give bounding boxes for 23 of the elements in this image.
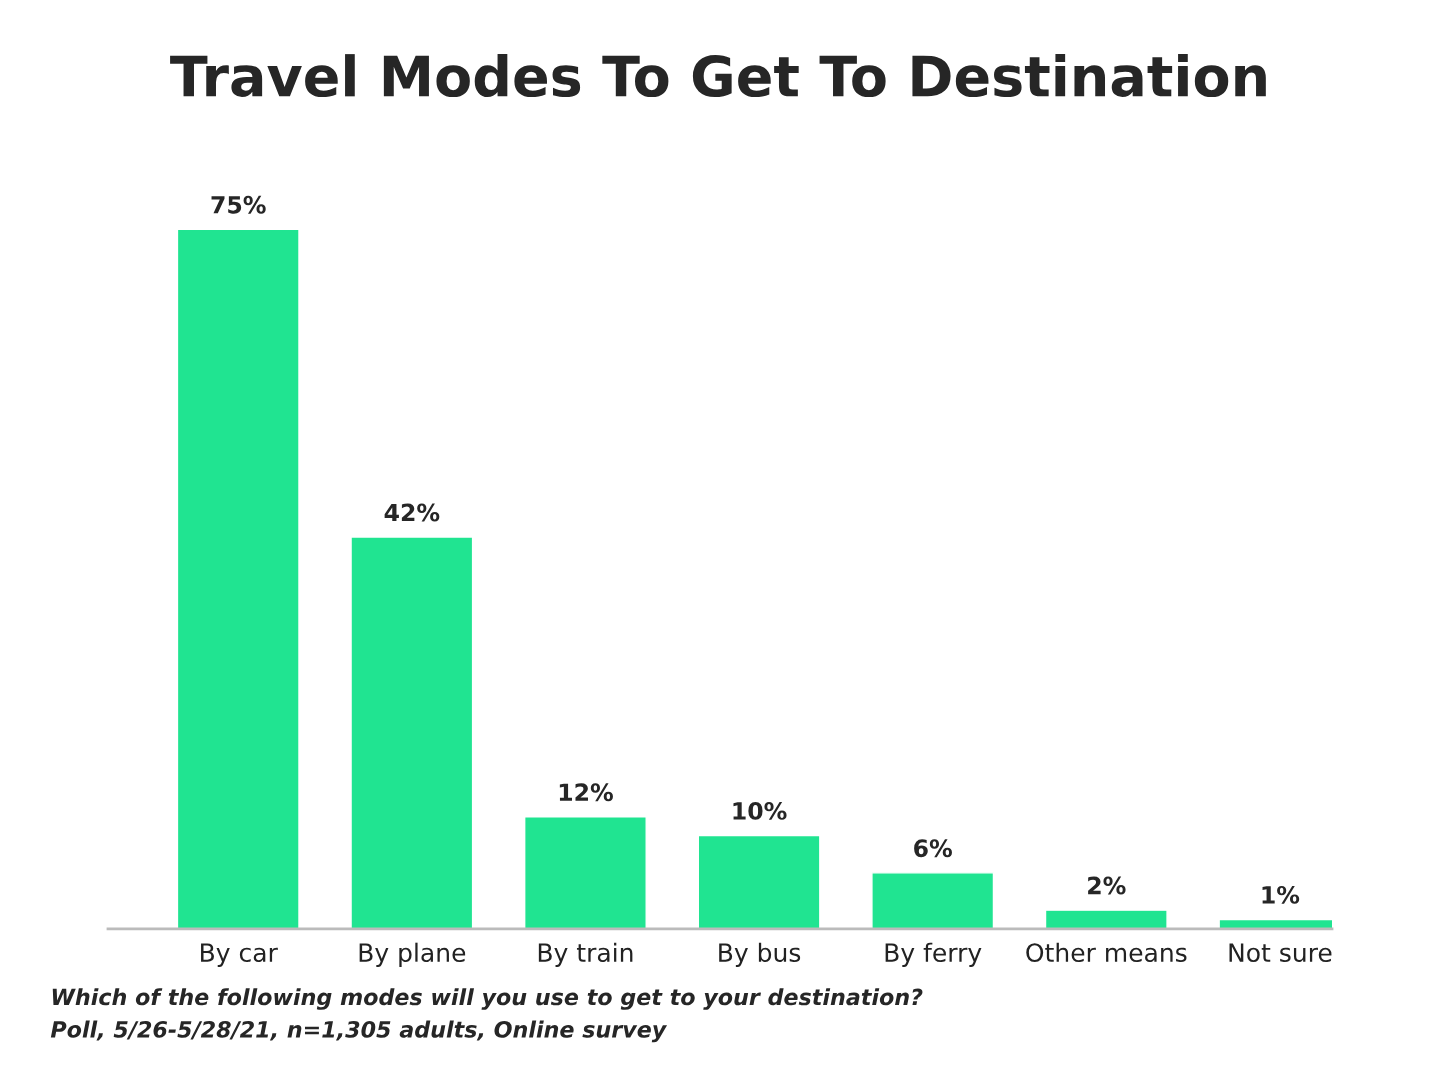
x-tick-label: By ferry	[885, 942, 982, 967]
text: Poll, 5/26-5/28/21, n=1,305 adults, Online survey	[50, 1020, 668, 1043]
x-tick-label: Not sure	[1229, 943, 1332, 963]
x-tick-label: By bus	[719, 942, 801, 967]
data-label: 6%	[914, 839, 952, 858]
x-tick-label: By car	[201, 943, 278, 967]
data-label: 75%	[211, 195, 266, 214]
bar	[697, 834, 821, 929]
chart-title: Travel Modes To Get To Destination	[170, 54, 1266, 98]
bar	[1044, 909, 1168, 929]
data-label: 1%	[1262, 885, 1300, 904]
data-label: 10%	[733, 802, 787, 820]
x-tick-label: By plane	[359, 942, 466, 967]
bar	[871, 872, 995, 929]
text: Which of the following modes will you use to get to your destination?	[52, 988, 923, 1010]
data-label: 42%	[384, 503, 440, 522]
x-tick-label: By train	[538, 942, 633, 967]
x-tick-label: Other means	[1026, 942, 1187, 963]
bar	[350, 536, 474, 929]
bar	[176, 228, 300, 929]
data-label: 12%	[559, 783, 613, 802]
bar	[523, 816, 647, 929]
data-label: 2%	[1088, 876, 1126, 895]
